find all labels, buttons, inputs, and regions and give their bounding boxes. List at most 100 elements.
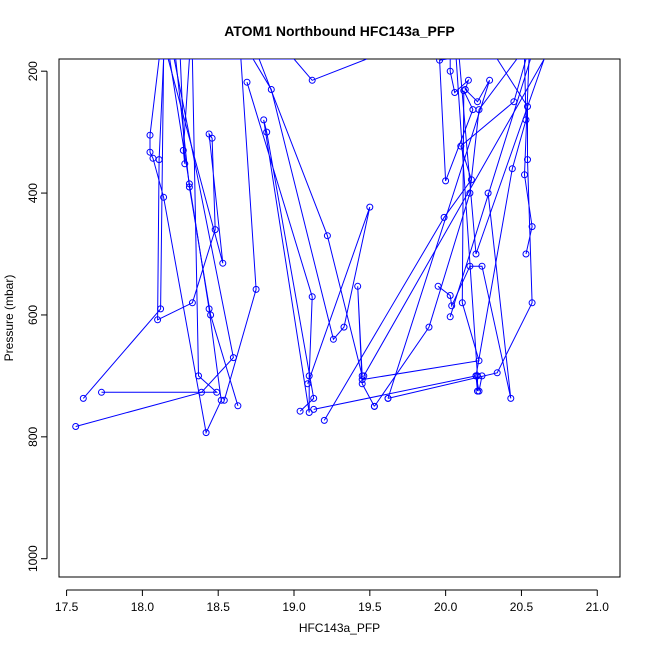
series-line xyxy=(252,59,371,384)
data-point xyxy=(234,402,242,410)
chart-title: ATOM1 Northbound HFC143a_PFP xyxy=(224,23,455,39)
data-point xyxy=(179,146,187,154)
data-point xyxy=(358,380,366,388)
data-point xyxy=(384,394,392,402)
series-line xyxy=(258,59,375,407)
series-line xyxy=(174,59,257,401)
x-tick-label: 19.5 xyxy=(358,600,382,614)
data-point xyxy=(475,387,483,395)
data-point xyxy=(370,402,378,410)
data-point xyxy=(310,405,318,413)
x-tick-label: 18.0 xyxy=(131,600,155,614)
data-point xyxy=(486,76,494,84)
x-tick-label: 20.5 xyxy=(510,600,534,614)
data-point xyxy=(260,116,268,124)
data-point xyxy=(181,160,189,168)
series-group xyxy=(310,59,481,413)
y-tick-label: 600 xyxy=(26,305,40,325)
series-group xyxy=(434,189,515,402)
series-group xyxy=(169,59,242,410)
data-point xyxy=(507,394,515,402)
data-point xyxy=(320,416,328,424)
series-group xyxy=(174,59,260,404)
data-point xyxy=(72,423,80,430)
data-point xyxy=(79,394,87,402)
series-line xyxy=(75,59,234,427)
data-point xyxy=(436,59,444,64)
data-point xyxy=(296,407,304,415)
series-group xyxy=(384,59,494,402)
data-point xyxy=(474,98,481,106)
data-point xyxy=(195,372,202,380)
x-axis-label: HFC143a_PFP xyxy=(299,621,380,635)
data-point xyxy=(323,232,331,240)
data-point xyxy=(446,67,454,75)
series-group xyxy=(252,59,374,388)
data-point xyxy=(366,203,374,211)
data-point xyxy=(263,128,271,136)
series-group xyxy=(243,78,318,416)
data-point xyxy=(358,376,366,384)
data-point xyxy=(466,262,474,270)
data-point xyxy=(160,193,168,201)
series-group xyxy=(320,59,527,424)
data-point xyxy=(493,369,501,377)
data-point xyxy=(188,299,196,307)
data-point xyxy=(528,223,536,231)
series-group xyxy=(72,59,237,430)
x-tick-label: 19.0 xyxy=(282,600,306,614)
series-line xyxy=(449,59,532,392)
series-group xyxy=(370,59,536,410)
data-point xyxy=(524,103,531,110)
data-point xyxy=(219,259,227,267)
data-point xyxy=(304,380,312,388)
data-point xyxy=(185,183,193,191)
data-point xyxy=(478,372,486,380)
y-tick-label: 200 xyxy=(26,61,40,81)
x-tick-label: 21.0 xyxy=(586,600,610,614)
series-group xyxy=(98,59,227,396)
data-point xyxy=(146,148,154,156)
data-point xyxy=(154,316,162,324)
series-line xyxy=(373,59,533,407)
data-point xyxy=(155,156,163,164)
series-line xyxy=(236,59,367,81)
data-point xyxy=(340,323,348,331)
data-point xyxy=(524,156,531,164)
data-point xyxy=(217,396,225,404)
y-tick-label: 800 xyxy=(26,427,40,447)
data-point xyxy=(464,76,472,84)
data-point xyxy=(446,292,454,299)
data-point xyxy=(308,76,316,84)
data-point xyxy=(329,335,337,343)
series-line xyxy=(101,59,224,393)
data-point xyxy=(354,282,362,290)
data-point xyxy=(458,299,466,307)
y-tick-label: 400 xyxy=(26,183,40,203)
data-point xyxy=(440,213,448,221)
series-group xyxy=(236,59,367,84)
data-point xyxy=(202,429,210,437)
series-line xyxy=(362,59,480,381)
x-tick-label: 17.5 xyxy=(55,600,79,614)
series-line xyxy=(169,59,239,406)
data-point xyxy=(478,262,486,270)
x-tick-label: 20.0 xyxy=(434,600,458,614)
data-point xyxy=(448,302,456,310)
data-point xyxy=(211,226,219,234)
series-line xyxy=(313,59,478,410)
data-point xyxy=(243,78,251,86)
y-axis: 200 400 600 800 1000 xyxy=(26,61,48,572)
data-point xyxy=(528,299,536,307)
data-point xyxy=(508,165,516,173)
data-point xyxy=(213,388,221,396)
data-point xyxy=(267,86,275,93)
series-line xyxy=(323,59,527,421)
data-point xyxy=(472,250,480,258)
data-point xyxy=(98,388,105,396)
data-point xyxy=(434,282,442,290)
data-point xyxy=(425,323,433,331)
series-line xyxy=(82,59,222,435)
y-tick-label: 1000 xyxy=(26,545,40,572)
